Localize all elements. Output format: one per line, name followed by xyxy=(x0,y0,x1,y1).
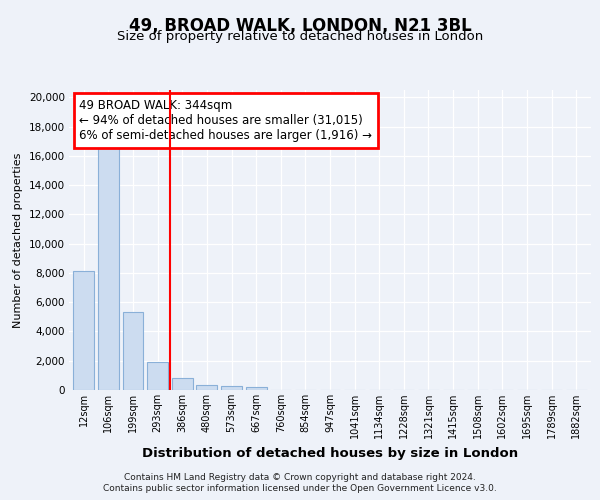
X-axis label: Distribution of detached houses by size in London: Distribution of detached houses by size … xyxy=(142,446,518,460)
Bar xyxy=(221,386,242,390)
Text: Contains HM Land Registry data © Crown copyright and database right 2024.: Contains HM Land Registry data © Crown c… xyxy=(124,472,476,482)
Bar xyxy=(172,378,193,390)
Text: Contains public sector information licensed under the Open Government Licence v3: Contains public sector information licen… xyxy=(103,484,497,493)
Bar xyxy=(122,312,143,390)
Bar xyxy=(73,272,94,390)
Text: 49 BROAD WALK: 344sqm
← 94% of detached houses are smaller (31,015)
6% of semi-d: 49 BROAD WALK: 344sqm ← 94% of detached … xyxy=(79,99,373,142)
Bar xyxy=(245,387,266,390)
Bar xyxy=(98,147,119,390)
Bar xyxy=(147,362,168,390)
Text: 49, BROAD WALK, LONDON, N21 3BL: 49, BROAD WALK, LONDON, N21 3BL xyxy=(128,18,472,36)
Y-axis label: Number of detached properties: Number of detached properties xyxy=(13,152,23,328)
Bar xyxy=(196,385,217,390)
Text: Size of property relative to detached houses in London: Size of property relative to detached ho… xyxy=(117,30,483,43)
